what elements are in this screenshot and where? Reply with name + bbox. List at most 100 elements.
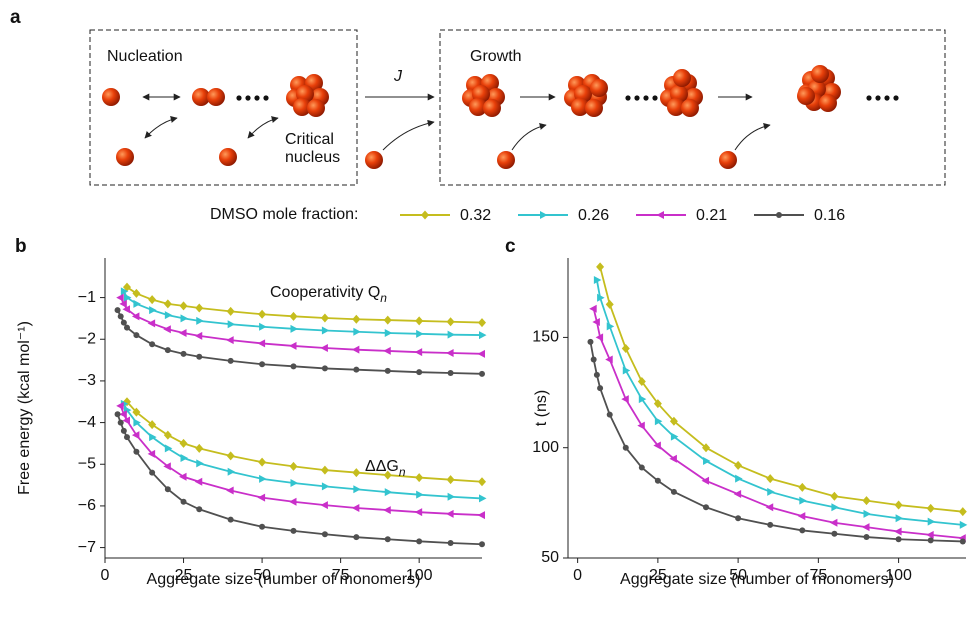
point	[670, 488, 677, 495]
point	[799, 496, 807, 505]
growth-box	[439, 29, 946, 186]
point	[227, 516, 234, 523]
point	[289, 341, 297, 350]
arrow	[247, 116, 279, 139]
annotation: Cooperativity Qn	[270, 284, 387, 305]
point	[593, 276, 602, 285]
monomer	[116, 148, 134, 166]
series-line	[116, 309, 483, 375]
monomer	[797, 87, 815, 105]
point	[926, 503, 935, 513]
point	[259, 523, 266, 530]
legend-title: DMSO mole fraction:	[210, 206, 358, 223]
point	[117, 419, 124, 426]
point	[290, 479, 298, 487]
point	[133, 418, 141, 427]
point	[120, 287, 129, 296]
point	[701, 476, 710, 485]
series-line	[599, 266, 963, 513]
point	[734, 460, 743, 470]
point	[597, 293, 605, 302]
arrow	[144, 116, 178, 139]
point	[590, 356, 597, 363]
point	[123, 434, 130, 441]
point	[258, 457, 267, 467]
point	[259, 474, 267, 483]
x-axis-label: Aggregate size (number of monomers)	[620, 571, 894, 588]
point	[447, 330, 456, 339]
x-tick-label: 75	[809, 567, 827, 584]
point	[416, 329, 424, 338]
point	[119, 299, 127, 308]
y-tick-label: 50	[541, 549, 559, 566]
point	[927, 517, 936, 526]
point	[894, 500, 903, 510]
point	[179, 472, 187, 481]
point	[829, 518, 838, 527]
point	[703, 504, 710, 511]
panel-label: c	[505, 236, 516, 257]
point	[353, 327, 361, 336]
legend-label: 0.21	[696, 207, 727, 224]
legend-label: 0.26	[578, 207, 609, 224]
point	[226, 306, 235, 316]
x-tick-label: 0	[573, 567, 582, 584]
ellipsis	[866, 95, 899, 101]
arrow	[734, 122, 771, 151]
point	[421, 210, 429, 220]
point	[863, 534, 870, 541]
point	[416, 538, 423, 545]
point	[117, 313, 124, 320]
point	[478, 477, 486, 487]
y-tick-label: −1	[78, 289, 96, 306]
point	[654, 417, 663, 426]
point	[163, 462, 171, 471]
y-tick-label: −5	[78, 455, 96, 472]
point	[163, 430, 172, 440]
point	[320, 344, 328, 352]
rate-label: J	[393, 68, 403, 85]
annotation-subscript: n	[380, 291, 387, 305]
point	[926, 530, 934, 539]
point	[116, 401, 124, 410]
critical-label: Critical	[285, 131, 334, 148]
point	[120, 427, 127, 434]
point	[180, 498, 187, 505]
point	[927, 537, 934, 544]
point	[164, 486, 171, 493]
point	[196, 353, 203, 360]
point	[638, 464, 645, 471]
point	[831, 503, 839, 512]
point	[446, 509, 454, 518]
point	[123, 293, 132, 302]
monomer	[590, 79, 608, 97]
point	[289, 497, 297, 506]
point	[862, 523, 870, 532]
point	[353, 366, 360, 373]
point	[587, 338, 594, 345]
point	[352, 468, 361, 478]
nucleus-label: nucleus	[285, 149, 340, 166]
point	[180, 314, 189, 323]
nucleation-label: Nucleation	[107, 48, 183, 65]
point	[894, 527, 902, 536]
point	[605, 355, 613, 364]
point	[414, 508, 423, 517]
point	[120, 319, 127, 326]
point	[227, 357, 234, 364]
x-tick-label: 75	[332, 567, 350, 584]
monomer	[673, 69, 691, 87]
point	[447, 540, 454, 546]
series-line	[123, 403, 483, 500]
point	[606, 411, 613, 418]
point	[196, 459, 204, 468]
point	[831, 530, 838, 537]
point	[226, 486, 234, 495]
point	[164, 444, 173, 453]
point	[479, 331, 487, 340]
point	[415, 316, 424, 326]
point	[195, 303, 204, 313]
point	[257, 493, 266, 502]
point	[597, 385, 604, 392]
point	[669, 454, 677, 463]
